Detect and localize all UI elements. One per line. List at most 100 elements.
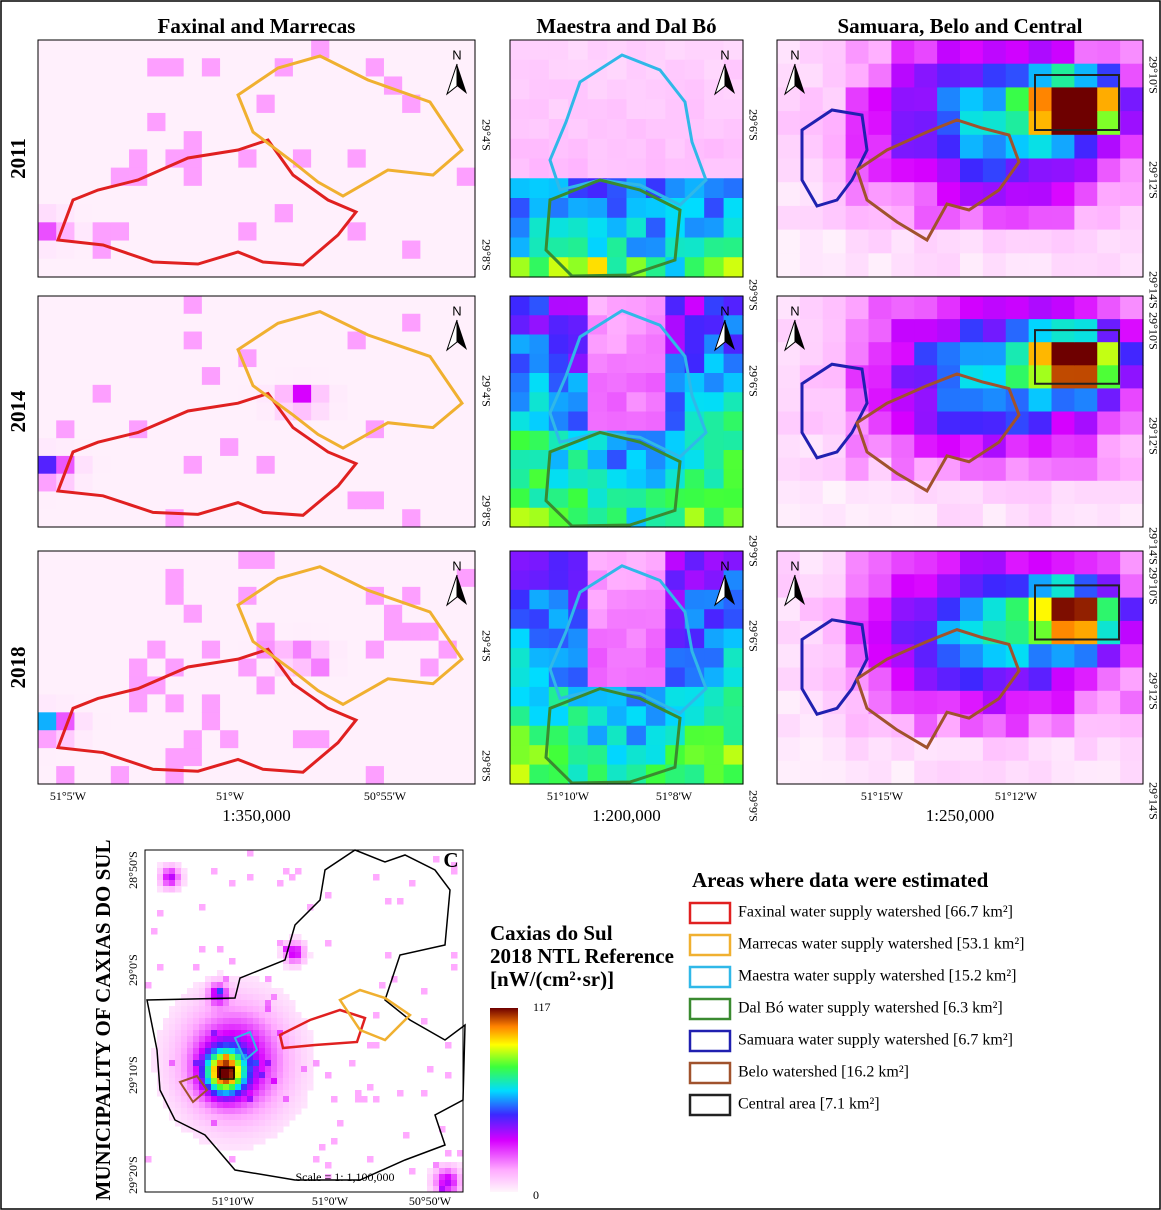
- column-title: Maestra and Dal Bó: [536, 14, 716, 38]
- watershed-outline: [857, 630, 1019, 748]
- raster-cell: [723, 178, 744, 199]
- raster-cell: [217, 1102, 224, 1109]
- raster-cell: [665, 628, 686, 649]
- raster-cell: [960, 319, 984, 343]
- raster-cell: [301, 1054, 308, 1061]
- raster-cell: [110, 694, 130, 713]
- raster-cell: [38, 551, 57, 570]
- raster-cell: [510, 628, 531, 649]
- raster-cell: [235, 1036, 242, 1043]
- raster-cell: [199, 982, 206, 989]
- raster-cell: [183, 676, 203, 695]
- raster-cell: [607, 217, 628, 239]
- raster-cell: [229, 988, 236, 995]
- raster-cell: [181, 1054, 188, 1061]
- raster-cell: [199, 1042, 206, 1049]
- raster-cell: [626, 138, 647, 160]
- raster-cell: [74, 586, 94, 606]
- raster-cell: [110, 658, 130, 678]
- raster-cell: [439, 1126, 446, 1133]
- raster-cell: [383, 204, 403, 223]
- raster-cell: [510, 570, 531, 591]
- raster-cell: [157, 964, 164, 971]
- raster-cell: [92, 473, 112, 493]
- raster-cell: [1005, 551, 1030, 575]
- raster-cell: [199, 1114, 206, 1121]
- raster-cell: [175, 1006, 182, 1013]
- raster-cell: [110, 222, 130, 242]
- raster-cell: [183, 438, 203, 457]
- raster-cell: [937, 229, 961, 254]
- raster-cell: [1074, 434, 1098, 459]
- raster-cell: [169, 1078, 176, 1085]
- raster-cell: [420, 331, 440, 350]
- raster-cell: [329, 604, 349, 624]
- raster-cell: [510, 59, 531, 81]
- raster-cell: [587, 609, 608, 630]
- raster-cell: [183, 149, 203, 169]
- raster-cell: [438, 712, 458, 731]
- raster-cell: [259, 1036, 266, 1043]
- raster-cell: [217, 1138, 224, 1145]
- raster-cell: [982, 714, 1007, 738]
- latitude-label: 29°12'S: [1146, 417, 1160, 455]
- raster-cell: [365, 730, 385, 749]
- raster-cell: [587, 237, 608, 258]
- raster-cell: [914, 388, 938, 413]
- raster-cell: [110, 730, 130, 749]
- raster-cell: [438, 473, 458, 493]
- raster-cell: [311, 384, 330, 404]
- raster-cell: [529, 198, 550, 219]
- raster-cell: [937, 434, 961, 459]
- raster-cell: [799, 551, 824, 575]
- raster-cell: [211, 868, 218, 875]
- raster-cell: [165, 455, 185, 475]
- raster-cell: [1051, 134, 1075, 160]
- raster-cell: [277, 1096, 284, 1103]
- raster-cell: [665, 296, 686, 316]
- raster-cell: [175, 1036, 182, 1043]
- raster-cell: [313, 1156, 320, 1163]
- raster-cell: [229, 1126, 236, 1133]
- raster-cell: [937, 388, 961, 413]
- raster-cell: [402, 331, 421, 350]
- raster-cell: [247, 1000, 254, 1007]
- raster-cell: [110, 473, 130, 493]
- raster-cell: [211, 1126, 218, 1133]
- raster-cell: [223, 1048, 230, 1055]
- watershed-outline: [233, 1030, 259, 1062]
- raster-cell: [1005, 296, 1030, 320]
- raster-cell: [193, 1018, 200, 1025]
- raster-cell: [229, 1138, 236, 1145]
- raster-cell: [238, 473, 258, 493]
- raster-cell: [205, 1054, 212, 1061]
- raster-cell: [1028, 253, 1053, 278]
- raster-cell: [891, 158, 915, 183]
- raster-cell: [74, 455, 94, 475]
- raster-cell: [365, 455, 385, 475]
- raster-cell: [445, 1174, 452, 1181]
- raster-cell: [960, 388, 984, 413]
- raster-cell: [704, 745, 725, 766]
- raster-cell: [274, 420, 294, 439]
- raster-cell: [568, 488, 589, 509]
- raster-cell: [165, 349, 185, 368]
- raster-cell: [329, 349, 349, 368]
- raster-cell: [110, 131, 130, 150]
- legend-label: Central area [7.1 km²]: [738, 1096, 880, 1113]
- raster-cell: [365, 384, 385, 404]
- raster-cell: [283, 1000, 290, 1007]
- raster-cell: [510, 138, 531, 160]
- raster-cell: [283, 1018, 290, 1025]
- north-label: N: [452, 303, 461, 318]
- raster-cell: [183, 76, 203, 96]
- raster-cell: [456, 568, 476, 588]
- raster-cell: [183, 694, 203, 713]
- raster-cell: [397, 1090, 404, 1097]
- watershed-outline: [1035, 75, 1119, 130]
- raster-cell: [129, 313, 148, 333]
- raster-cell: [548, 450, 569, 470]
- raster-cell: [325, 1174, 332, 1181]
- raster-cell: [151, 1066, 158, 1073]
- raster-cell: [301, 1066, 308, 1073]
